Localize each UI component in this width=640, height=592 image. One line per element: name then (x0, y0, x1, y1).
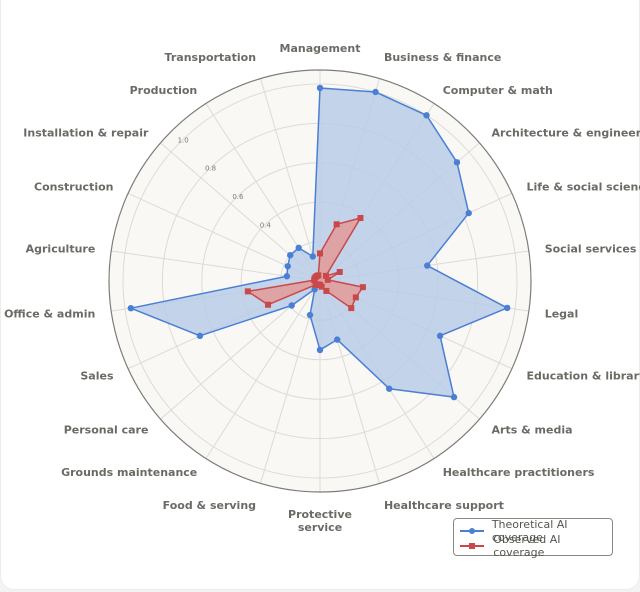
square-marker-icon (460, 541, 487, 551)
grid-spoke (205, 280, 321, 459)
category-label: Education & library (526, 369, 640, 382)
data-point (309, 253, 316, 260)
data-point (359, 284, 366, 291)
data-point (357, 215, 364, 222)
radial-tick-label: 0.4 (260, 221, 272, 229)
legend-label: Observed AI coverage (493, 532, 561, 559)
category-label: Social services (545, 243, 637, 256)
legend-item-observed: Observed AI coverage (460, 533, 612, 559)
legend-item-theoretical: Theoretical AI coverage (460, 518, 612, 544)
data-point (284, 263, 291, 270)
category-label: Arts & media (492, 424, 573, 437)
data-point (386, 385, 393, 392)
category-label: Life & social sciences (526, 181, 640, 194)
data-point (324, 276, 331, 283)
data-point (450, 393, 458, 401)
category-label: Healthcare support (384, 499, 504, 512)
circle-marker-icon (460, 526, 486, 536)
category-label: Sales (80, 369, 114, 382)
radial-tick-label: 0.8 (205, 165, 216, 173)
legend-label: Theoretical AI coverage (491, 517, 568, 544)
category-label: Installation & repair (23, 126, 149, 139)
data-point (265, 301, 272, 308)
category-label: Agriculture (26, 243, 96, 256)
data-point (465, 209, 472, 217)
category-label: Legal (545, 307, 579, 320)
data-point (287, 251, 294, 259)
legend: Theoretical AI coverage Observed AI cove… (453, 518, 613, 559)
data-point (316, 84, 324, 92)
series-theoretical (127, 84, 511, 401)
data-point (295, 244, 302, 252)
data-point (503, 304, 511, 312)
category-label: Management (280, 42, 361, 55)
category-label: Healthcare practitioners (443, 466, 595, 479)
category-label: Architecture & engineering (492, 126, 640, 139)
data-point (333, 221, 340, 228)
data-point (288, 302, 295, 309)
data-point (348, 305, 355, 312)
data-point (322, 272, 329, 279)
data-point (372, 88, 379, 96)
data-point (334, 336, 341, 343)
category-label: Production (130, 84, 198, 97)
category-label: Personal care (64, 424, 149, 437)
data-point (423, 112, 430, 119)
category-label: Computer & math (443, 84, 553, 97)
radial-tick-label: 1.0 (178, 136, 189, 144)
data-point (323, 287, 330, 294)
category-label: Grounds maintenance (61, 466, 197, 479)
category-label: Business & finance (384, 51, 501, 64)
category-label: Food & serving (163, 499, 256, 512)
series-observed (244, 215, 366, 312)
data-point (196, 332, 204, 340)
radial-tick-label: 0.6 (232, 193, 244, 201)
data-point (316, 346, 324, 354)
grid-spoke (260, 78, 321, 282)
data-point (127, 304, 135, 312)
data-point (306, 311, 314, 319)
data-point (424, 262, 431, 269)
category-label: Protective service (288, 508, 352, 534)
data-point (453, 159, 461, 166)
data-point (317, 250, 323, 257)
data-point (315, 272, 322, 279)
category-label: Construction (34, 181, 113, 194)
data-point (312, 281, 319, 288)
data-point (352, 294, 359, 301)
data-point (336, 268, 343, 275)
data-point (436, 332, 444, 340)
data-point (244, 288, 251, 295)
category-label: Office & admin (4, 307, 95, 320)
outer-boundary (108, 69, 532, 493)
category-label: Transportation (165, 51, 256, 64)
data-point (283, 273, 291, 280)
